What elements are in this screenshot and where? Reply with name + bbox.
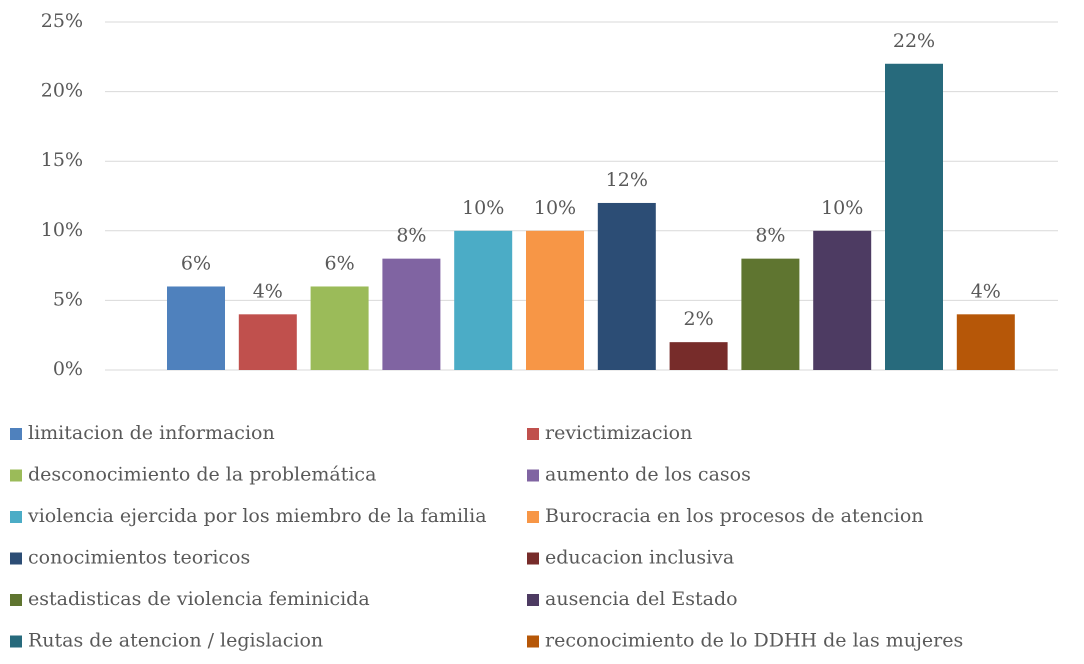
legend-swatch bbox=[527, 428, 539, 440]
bar bbox=[741, 258, 800, 370]
bar bbox=[382, 258, 441, 370]
data-label: 8% bbox=[396, 225, 426, 247]
data-label: 6% bbox=[181, 252, 211, 274]
bar bbox=[813, 230, 872, 370]
bar bbox=[526, 230, 584, 370]
data-label: 8% bbox=[755, 225, 785, 247]
y-tick-label: 25% bbox=[41, 10, 83, 32]
data-label: 10% bbox=[462, 197, 504, 219]
legend-swatch bbox=[10, 594, 22, 606]
legend-swatch bbox=[527, 511, 539, 523]
legend-swatch bbox=[10, 469, 22, 482]
legend-label: Rutas de atencion / legislacion bbox=[28, 630, 323, 652]
legend-swatch bbox=[10, 552, 22, 565]
y-tick-label: 15% bbox=[41, 149, 83, 171]
data-label: 10% bbox=[534, 197, 576, 219]
legend-swatch bbox=[10, 428, 22, 440]
legend-swatch bbox=[527, 635, 539, 648]
bar bbox=[454, 230, 513, 370]
legend-label: conocimientos teoricos bbox=[28, 547, 250, 569]
legend-swatch bbox=[10, 635, 22, 648]
legend-label: limitacion de informacion bbox=[28, 422, 275, 444]
data-label: 22% bbox=[893, 30, 935, 52]
legend-label: aumento de los casos bbox=[545, 464, 751, 486]
bar bbox=[669, 342, 728, 370]
y-tick-label: 20% bbox=[41, 80, 83, 102]
data-label: 4% bbox=[253, 280, 283, 302]
legend-label: reconocimiento de lo DDHH de las mujeres bbox=[545, 630, 963, 652]
legend-swatch bbox=[527, 469, 539, 482]
legend-label: educacion inclusiva bbox=[545, 547, 734, 569]
data-label: 10% bbox=[821, 197, 863, 219]
y-tick-label: 5% bbox=[53, 288, 83, 310]
legend-label: desconocimiento de la problemática bbox=[28, 464, 376, 486]
bar bbox=[310, 286, 369, 370]
data-label: 12% bbox=[606, 169, 648, 191]
legend-label: estadisticas de violencia feminicida bbox=[28, 588, 370, 610]
data-label: 2% bbox=[684, 308, 714, 330]
data-label: 6% bbox=[325, 252, 355, 274]
legend-label: Burocracia en los procesos de atencion bbox=[545, 505, 924, 527]
legend-label: revictimizacion bbox=[545, 422, 692, 444]
bar bbox=[238, 314, 297, 370]
legend-swatch bbox=[527, 594, 539, 606]
y-tick-label: 10% bbox=[41, 219, 83, 241]
legend-label: violencia ejercida por los miembro de la… bbox=[27, 505, 487, 527]
bar bbox=[167, 286, 225, 370]
bar bbox=[597, 202, 656, 370]
bar bbox=[956, 314, 1015, 370]
data-label: 4% bbox=[971, 280, 1001, 302]
legend-label: ausencia del Estado bbox=[545, 588, 738, 610]
y-tick-label: 0% bbox=[53, 358, 83, 380]
bar bbox=[885, 63, 943, 370]
legend-swatch bbox=[10, 511, 22, 523]
legend-swatch bbox=[527, 552, 539, 565]
